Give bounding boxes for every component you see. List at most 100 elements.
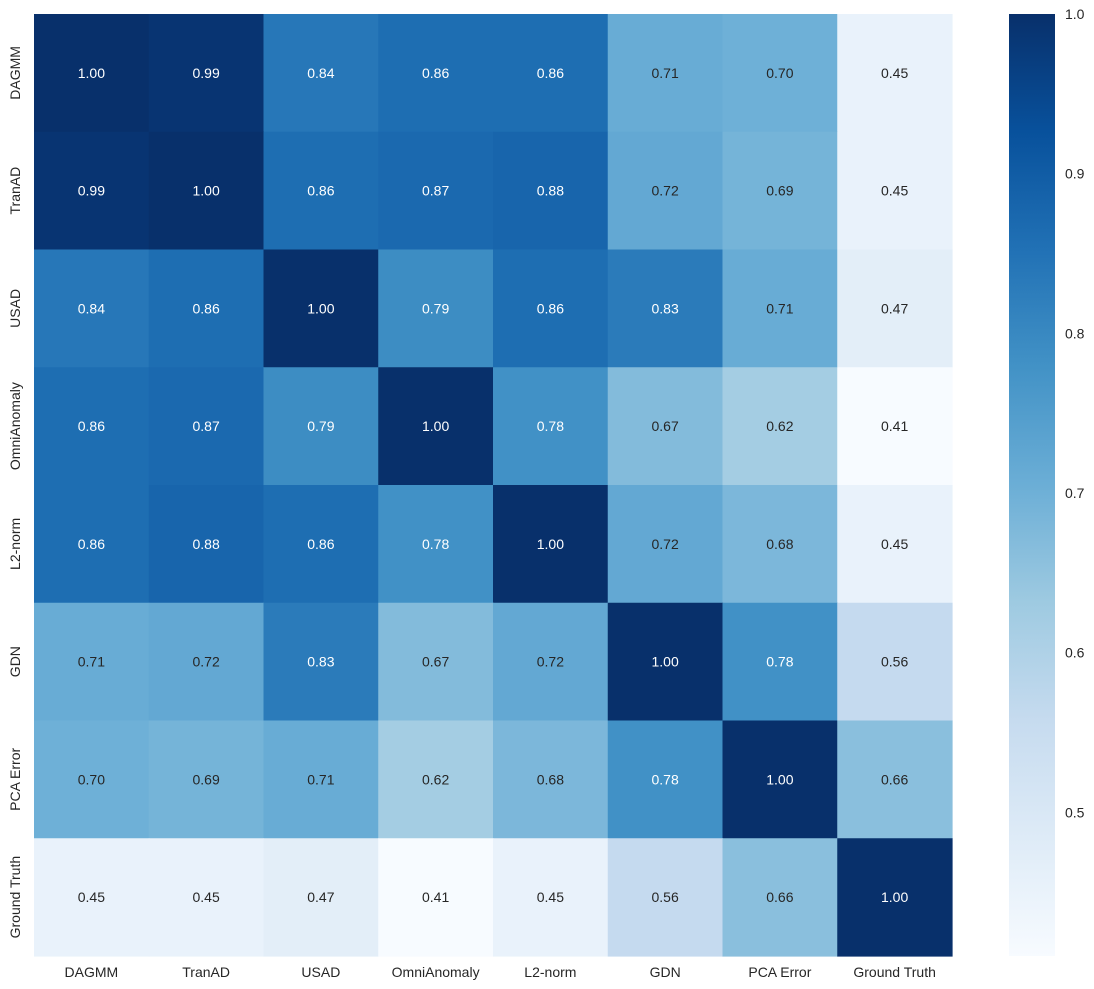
heatmap-cell bbox=[493, 249, 609, 368]
heatmap-cell bbox=[607, 838, 724, 957]
column-label: GDN bbox=[650, 964, 681, 980]
heatmap-cell bbox=[493, 720, 609, 839]
cell-value-label: 0.78 bbox=[652, 771, 679, 787]
heatmap-cell bbox=[378, 838, 494, 957]
cell-value-label: 0.72 bbox=[652, 536, 679, 552]
heatmap-cell bbox=[607, 485, 724, 604]
cell-value-label: 0.86 bbox=[193, 300, 220, 316]
heatmap-cell bbox=[607, 131, 724, 251]
column-label: L2-norm bbox=[524, 964, 576, 980]
cell-value-label: 0.71 bbox=[307, 771, 334, 787]
heatmap-cell bbox=[263, 720, 379, 839]
cell-value-label: 0.41 bbox=[422, 889, 449, 905]
heatmap-cell bbox=[148, 131, 265, 251]
cell-value-label: 0.86 bbox=[537, 300, 564, 316]
cell-value-label: 0.86 bbox=[537, 65, 564, 81]
colorbar-tick-label: 0.6 bbox=[1065, 645, 1085, 661]
row-label: L2-norm bbox=[7, 518, 23, 570]
column-label: TranAD bbox=[182, 964, 230, 980]
cell-value-label: 1.00 bbox=[193, 183, 220, 199]
cell-value-label: 0.86 bbox=[78, 418, 105, 434]
cell-value-label: 0.56 bbox=[652, 889, 679, 905]
cell-value-label: 0.83 bbox=[652, 300, 679, 316]
heatmap-cell bbox=[148, 367, 265, 486]
heatmap-cell bbox=[837, 367, 953, 486]
cell-value-label: 0.71 bbox=[78, 654, 105, 670]
heatmap-cell bbox=[34, 602, 150, 722]
heatmap-cell bbox=[493, 367, 609, 486]
row-label: USAD bbox=[7, 289, 23, 328]
heatmap-cell bbox=[263, 131, 379, 251]
row-label: OmniAnomaly bbox=[7, 382, 23, 470]
colorbar-tick-label: 0.5 bbox=[1065, 804, 1085, 820]
colorbar-ticks: 0.5 0.6 0.7 0.8 0.9 1.0 bbox=[1065, 6, 1085, 820]
row-label: Ground Truth bbox=[7, 856, 23, 939]
cell-value-label: 0.86 bbox=[307, 183, 334, 199]
heatmap-cell bbox=[607, 602, 724, 722]
heatmap-cell bbox=[378, 249, 494, 368]
cell-value-label: 0.56 bbox=[881, 654, 908, 670]
heatmap-cell bbox=[148, 602, 265, 722]
cell-value-label: 1.00 bbox=[881, 889, 908, 905]
row-label: GDN bbox=[7, 646, 23, 677]
heatmap-cell bbox=[34, 367, 150, 486]
heatmap-cell bbox=[837, 720, 953, 839]
heatmap-cell bbox=[837, 249, 953, 368]
colorbar-tick-label: 1.0 bbox=[1065, 6, 1085, 22]
column-label: Ground Truth bbox=[853, 964, 936, 980]
cell-value-label: 0.79 bbox=[422, 300, 449, 316]
cell-value-label: 0.69 bbox=[766, 183, 793, 199]
cell-value-label: 0.84 bbox=[78, 300, 105, 316]
heatmap-cell bbox=[34, 485, 150, 604]
cell-value-label: 0.45 bbox=[537, 889, 564, 905]
heatmap-cell bbox=[493, 131, 609, 251]
heatmap-cell bbox=[263, 838, 379, 957]
cell-value-label: 0.72 bbox=[193, 654, 220, 670]
cell-value-label: 0.71 bbox=[652, 65, 679, 81]
heatmap-cell bbox=[148, 485, 265, 604]
heatmap-cell bbox=[837, 485, 953, 604]
heatmap-cell bbox=[263, 249, 379, 368]
cell-value-label: 0.67 bbox=[422, 654, 449, 670]
cell-value-label: 0.86 bbox=[307, 536, 334, 552]
colorbar-tick-label: 0.7 bbox=[1065, 485, 1085, 501]
cell-value-label: 0.45 bbox=[881, 183, 908, 199]
cell-value-label: 0.79 bbox=[307, 418, 334, 434]
cell-value-label: 0.83 bbox=[307, 654, 334, 670]
colorbar: 0.5 0.6 0.7 0.8 0.9 1.0 bbox=[1009, 6, 1085, 956]
colorbar-tick-label: 0.8 bbox=[1065, 325, 1085, 341]
column-label: OmniAnomaly bbox=[392, 964, 480, 980]
heatmap-cell bbox=[607, 367, 724, 486]
cell-value-label: 0.78 bbox=[537, 418, 564, 434]
heatmap-cell bbox=[34, 131, 150, 251]
heatmap-cell bbox=[34, 838, 150, 957]
cell-value-label: 0.62 bbox=[766, 418, 793, 434]
cell-value-label: 1.00 bbox=[652, 654, 679, 670]
heatmap-cell bbox=[722, 14, 838, 133]
cell-value-label: 0.68 bbox=[766, 536, 793, 552]
cell-value-label: 1.00 bbox=[307, 300, 334, 316]
cell-value-label: 0.71 bbox=[766, 300, 793, 316]
cell-value-label: 0.78 bbox=[422, 536, 449, 552]
colorbar-gradient bbox=[1009, 14, 1055, 956]
cell-value-label: 0.86 bbox=[78, 536, 105, 552]
heatmap-cell bbox=[148, 720, 265, 839]
cell-value-label: 0.45 bbox=[881, 65, 908, 81]
heatmap-cell bbox=[34, 720, 150, 839]
cell-value-label: 0.70 bbox=[78, 771, 105, 787]
row-label: PCA Error bbox=[7, 748, 23, 811]
heatmap-cell bbox=[148, 838, 265, 957]
cell-value-label: 0.66 bbox=[881, 771, 908, 787]
heatmap-cell bbox=[607, 249, 724, 368]
heatmap-cell bbox=[263, 14, 379, 133]
heatmap-cell bbox=[722, 367, 838, 486]
y-tick-labels: DAGMM TranAD USAD OmniAnomaly L2-norm GDN PCA … bbox=[7, 46, 23, 939]
cell-value-label: 0.87 bbox=[422, 183, 449, 199]
heatmap-cell bbox=[837, 14, 953, 133]
row-label: DAGMM bbox=[7, 46, 23, 100]
cell-value-label: 1.00 bbox=[78, 65, 105, 81]
cell-value-label: 0.45 bbox=[193, 889, 220, 905]
heatmap-cell bbox=[722, 131, 838, 251]
cell-value-label: 0.99 bbox=[193, 65, 220, 81]
